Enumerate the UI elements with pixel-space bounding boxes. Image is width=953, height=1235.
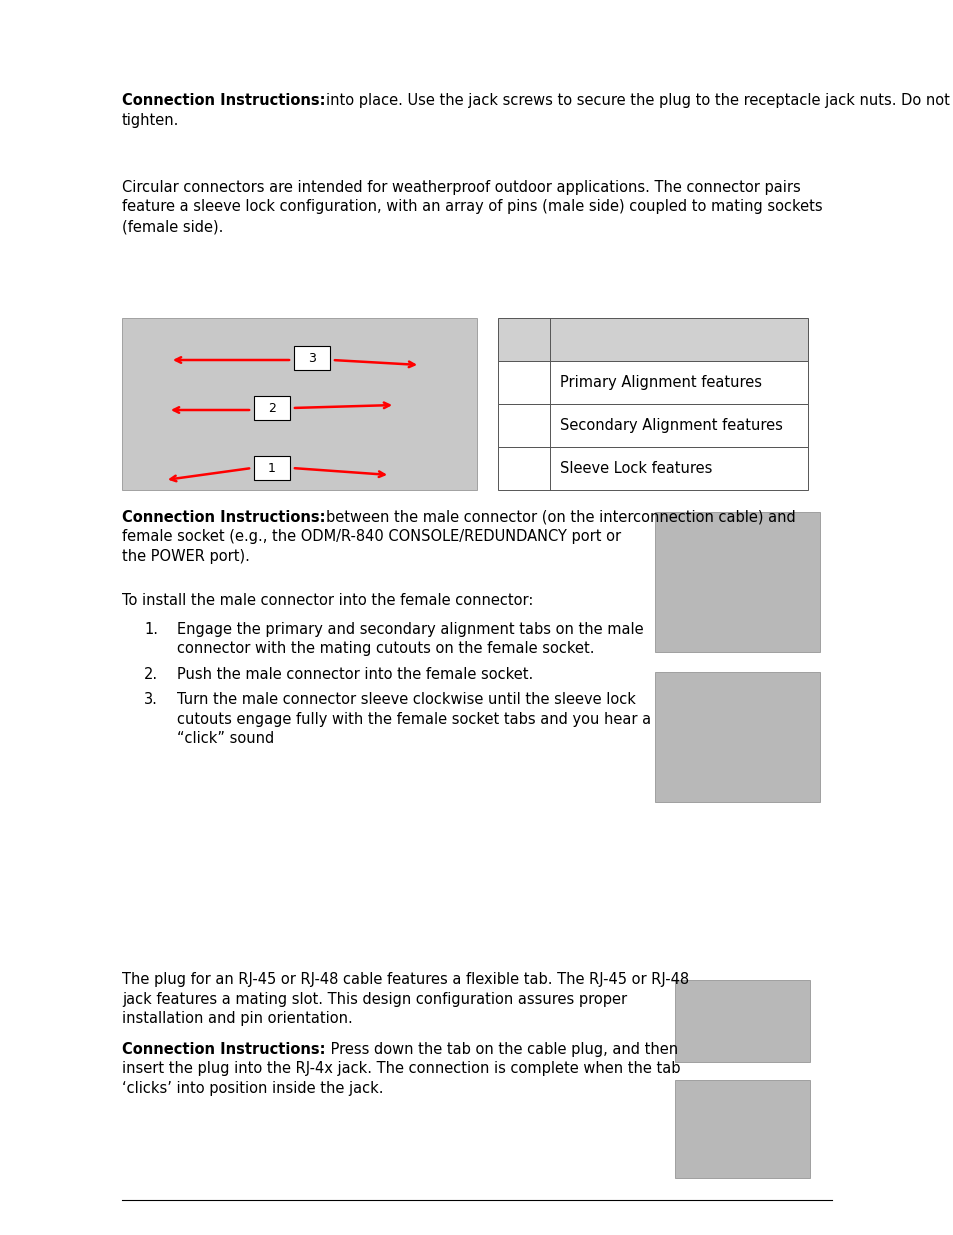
Text: 2.: 2. <box>144 667 158 682</box>
Text: Push the male connector into the female socket.: Push the male connector into the female … <box>177 667 533 682</box>
Text: feature a sleeve lock configuration, with an array of pins (male side) coupled t: feature a sleeve lock configuration, wit… <box>122 200 821 215</box>
Text: tighten.: tighten. <box>122 112 179 127</box>
Text: 3: 3 <box>308 352 315 364</box>
Text: Sleeve Lock features: Sleeve Lock features <box>559 461 712 475</box>
Text: Press down the tab on the cable plug, and then: Press down the tab on the cable plug, an… <box>325 1042 677 1057</box>
Bar <box>497 447 807 490</box>
Bar <box>253 456 290 480</box>
Bar <box>675 1079 809 1178</box>
Text: ‘clicks’ into position inside the jack.: ‘clicks’ into position inside the jack. <box>122 1081 383 1095</box>
Text: 1.: 1. <box>144 622 158 637</box>
Bar <box>497 404 807 447</box>
Text: connector with the mating cutouts on the female socket.: connector with the mating cutouts on the… <box>177 641 594 657</box>
Text: Connection Instructions:: Connection Instructions: <box>122 510 325 525</box>
Text: installation and pin orientation.: installation and pin orientation. <box>122 1011 353 1026</box>
Text: 1: 1 <box>268 462 275 474</box>
Text: The plug for an RJ-45 or RJ-48 cable features a flexible tab. The RJ-45 or RJ-48: The plug for an RJ-45 or RJ-48 cable fea… <box>122 972 688 987</box>
Bar <box>655 672 820 802</box>
Text: (female side).: (female side). <box>122 219 223 233</box>
Text: into place. Use the jack screws to secure the plug to the receptacle jack nuts. : into place. Use the jack screws to secur… <box>325 93 953 107</box>
Bar <box>122 317 476 490</box>
Text: Secondary Alignment features: Secondary Alignment features <box>559 417 782 433</box>
Text: 2: 2 <box>268 401 275 415</box>
Bar <box>253 396 290 420</box>
Text: To install the male connector into the female connector:: To install the male connector into the f… <box>122 593 533 608</box>
Text: Engage the primary and secondary alignment tabs on the male: Engage the primary and secondary alignme… <box>177 622 643 637</box>
Text: Connection Instructions:: Connection Instructions: <box>122 93 325 107</box>
Text: between the male connector (on the interconnection cable) and: between the male connector (on the inter… <box>325 510 795 525</box>
Text: cutouts engage fully with the female socket tabs and you hear a: cutouts engage fully with the female soc… <box>177 711 651 726</box>
Text: insert the plug into the RJ-4x jack. The connection is complete when the tab: insert the plug into the RJ-4x jack. The… <box>122 1062 679 1077</box>
Text: Turn the male connector sleeve clockwise until the sleeve lock: Turn the male connector sleeve clockwise… <box>177 692 636 708</box>
Text: the POWER port).: the POWER port). <box>122 550 250 564</box>
Text: Connection Instructions:: Connection Instructions: <box>122 1042 325 1057</box>
Text: 3.: 3. <box>144 692 157 708</box>
Bar <box>497 317 807 361</box>
Bar <box>294 346 330 370</box>
Text: Primary Alignment features: Primary Alignment features <box>559 375 761 390</box>
Bar <box>655 513 820 652</box>
Text: jack features a mating slot. This design configuration assures proper: jack features a mating slot. This design… <box>122 992 626 1007</box>
Text: female socket (e.g., the ODM/R-840 CONSOLE/REDUNDANCY port or: female socket (e.g., the ODM/R-840 CONSO… <box>122 530 620 545</box>
Text: “click” sound: “click” sound <box>177 731 274 746</box>
Text: Circular connectors are intended for weatherproof outdoor applications. The conn: Circular connectors are intended for wea… <box>122 180 800 195</box>
Bar <box>675 981 809 1062</box>
Bar <box>497 361 807 404</box>
